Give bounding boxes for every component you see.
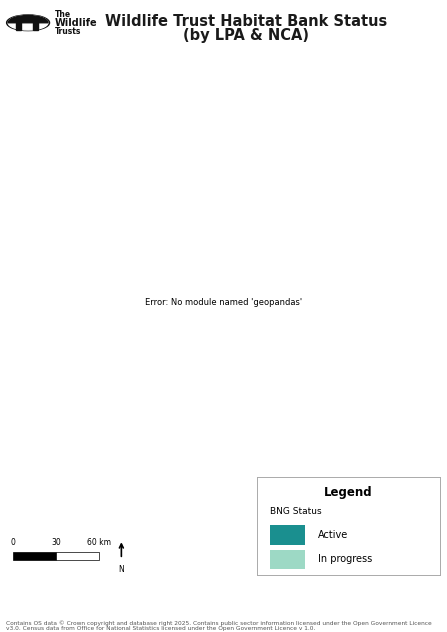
FancyBboxPatch shape [270,550,305,569]
Bar [33,20,38,30]
Text: BNG Status: BNG Status [270,507,321,516]
Bar [16,20,21,30]
Text: 30: 30 [51,538,61,547]
Wedge shape [8,16,48,23]
FancyBboxPatch shape [56,552,99,560]
Text: 0: 0 [11,538,16,547]
Text: Wildlife: Wildlife [55,18,97,28]
Text: In progress: In progress [317,554,372,564]
Text: Error: No module named 'geopandas': Error: No module named 'geopandas' [145,298,302,307]
Text: Legend: Legend [325,486,373,499]
Text: The: The [55,9,71,18]
Text: Contains OS data © Crown copyright and database right 2025. Contains public sect: Contains OS data © Crown copyright and d… [6,620,431,631]
Text: 60 km: 60 km [87,538,111,547]
Text: N: N [118,566,124,574]
Circle shape [8,16,48,30]
Text: (by LPA & NCA): (by LPA & NCA) [183,28,309,43]
Text: Trusts: Trusts [55,27,81,36]
FancyBboxPatch shape [13,552,56,560]
Text: Wildlife Trust Habitat Bank Status: Wildlife Trust Habitat Bank Status [105,14,387,29]
Text: Active: Active [317,530,348,540]
FancyBboxPatch shape [270,525,305,545]
Circle shape [7,15,50,30]
